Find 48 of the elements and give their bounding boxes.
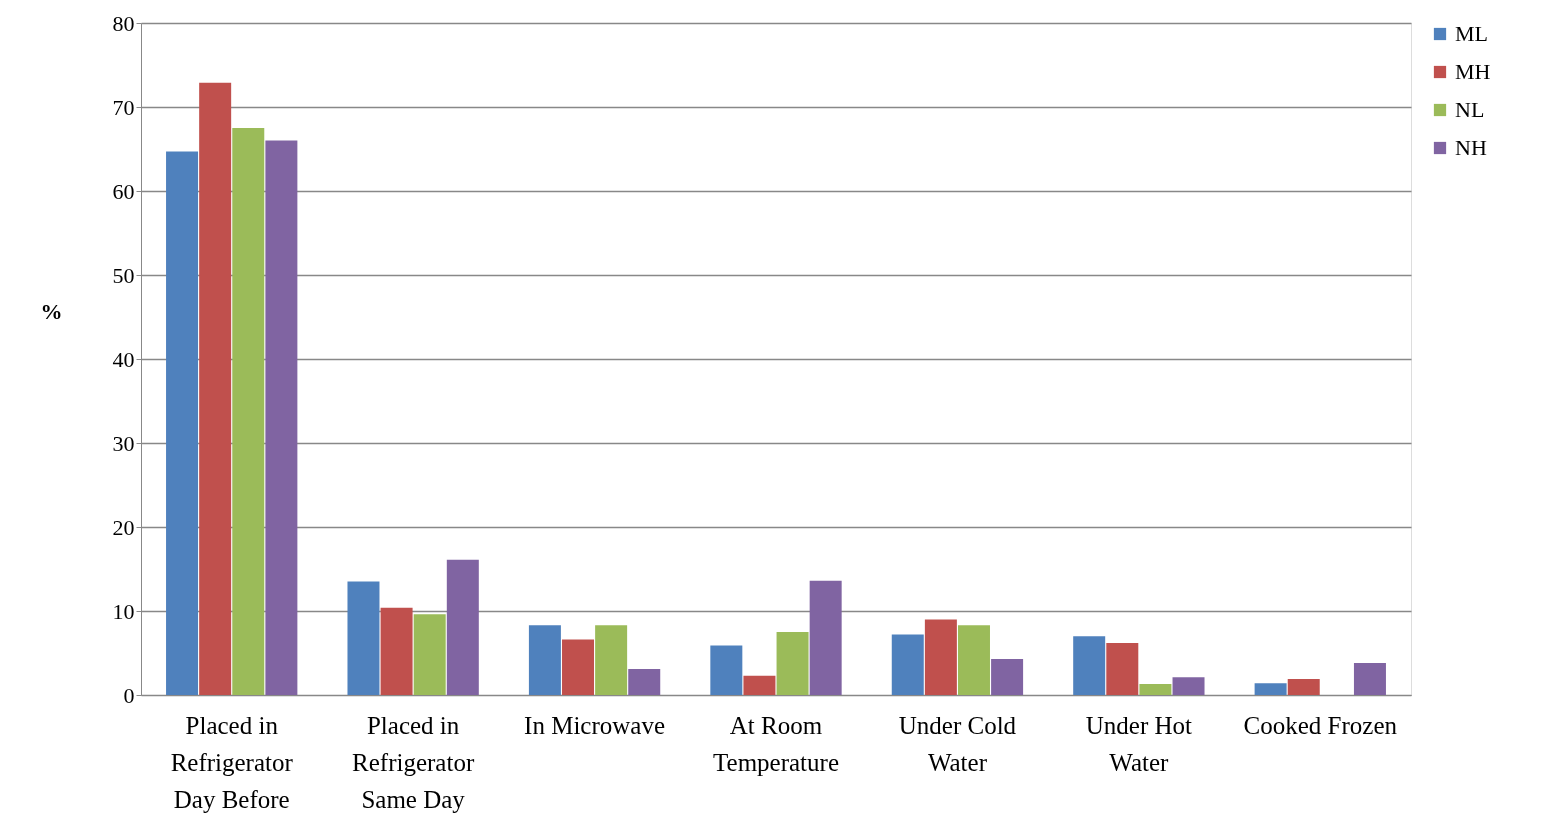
legend-label: ML	[1455, 21, 1488, 46]
x-tick-label: Placed in Refrigerator Day Before	[170, 711, 294, 813]
bar	[347, 581, 380, 695]
bar	[710, 645, 743, 695]
y-tick-label: 80	[112, 10, 135, 36]
x-tick-label: Under Hot Water	[1085, 711, 1193, 776]
legend-label: NL	[1455, 97, 1485, 122]
bar	[924, 619, 957, 695]
bar	[776, 632, 809, 695]
bar	[380, 607, 413, 695]
bar	[166, 151, 199, 695]
bar	[809, 580, 842, 695]
bar	[991, 658, 1024, 695]
bar	[595, 625, 628, 695]
bar	[1073, 636, 1106, 695]
x-tick-label: In Microwave	[524, 711, 666, 739]
y-tick-label: 50	[112, 262, 135, 288]
bar	[1287, 679, 1320, 695]
legend-label: NH	[1455, 135, 1487, 160]
bar	[562, 639, 595, 695]
x-tick-label: Cooked Frozen	[1243, 711, 1398, 739]
y-tick-label: 70	[112, 94, 135, 120]
bar	[743, 675, 776, 695]
bar	[528, 625, 561, 695]
bar	[232, 128, 265, 695]
y-tick-label: 10	[112, 598, 135, 624]
y-tick-label: 30	[112, 430, 135, 456]
x-tick-label: Under Cold Water	[898, 711, 1017, 776]
bar	[1106, 642, 1139, 695]
y-tick-label: 40	[112, 346, 135, 372]
bar	[628, 668, 661, 695]
bar	[1254, 683, 1287, 695]
y-tick-label: 0	[123, 682, 135, 708]
bar	[1353, 663, 1386, 695]
bar	[413, 614, 446, 695]
y-tick-label: 20	[112, 514, 135, 540]
x-tick-label: Placed in Refrigerator Same Day	[352, 711, 475, 813]
bar	[446, 559, 479, 695]
legend-label: MH	[1455, 59, 1491, 84]
y-tick-label: 60	[112, 178, 135, 204]
y-axis-title: %	[40, 298, 63, 324]
bar	[891, 634, 924, 695]
bar	[1139, 684, 1172, 695]
bar	[957, 625, 990, 695]
bar	[265, 140, 298, 695]
bar	[199, 82, 232, 695]
x-tick-label: At Room Temperature	[713, 711, 839, 776]
bar	[1172, 677, 1205, 695]
